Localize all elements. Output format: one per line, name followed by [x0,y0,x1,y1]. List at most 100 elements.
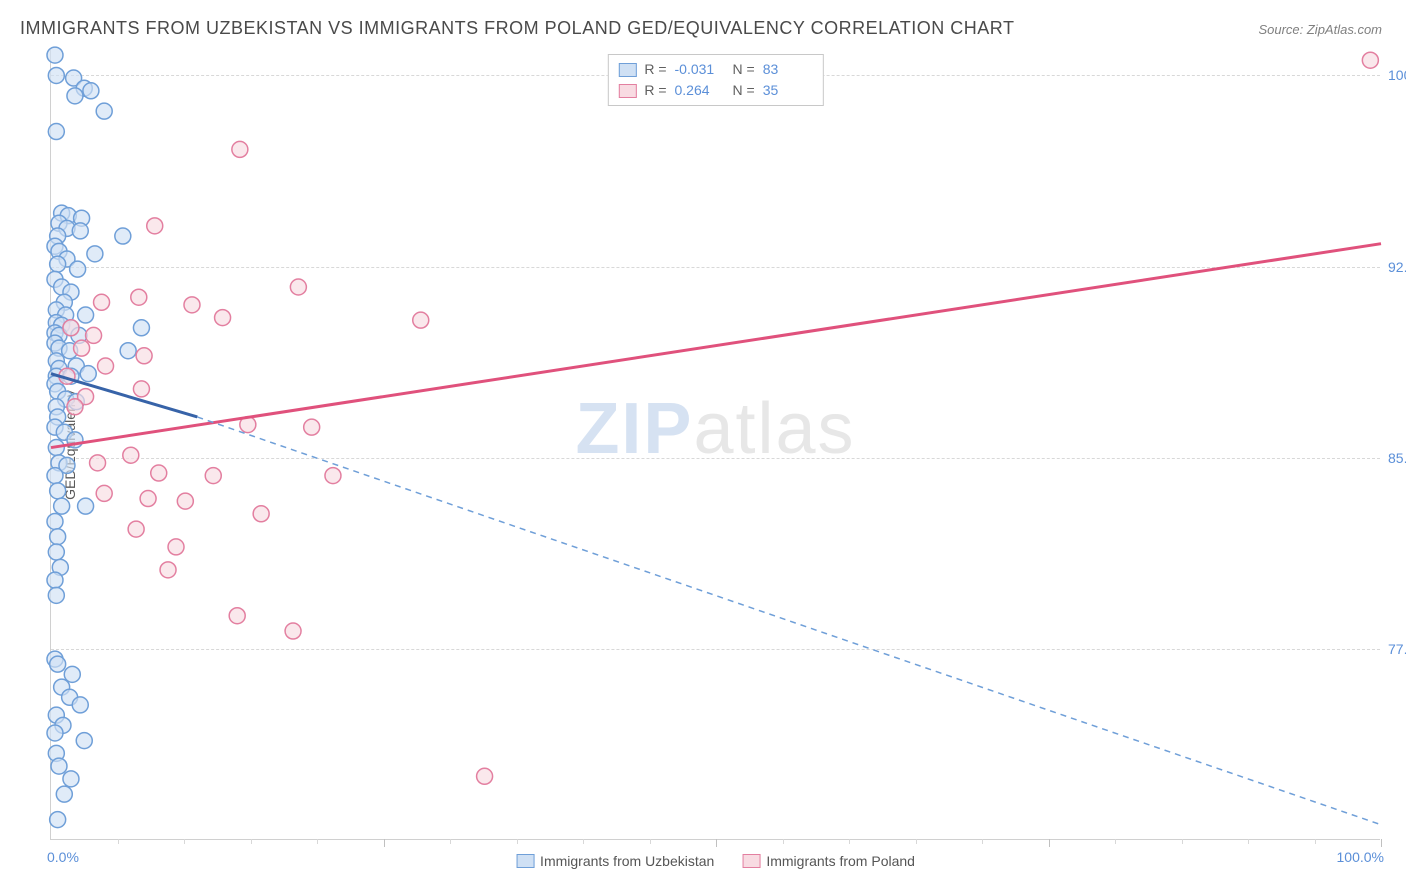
data-point [47,513,63,529]
r-value-series2: 0.264 [675,80,725,101]
legend-label-series2: Immigrants from Poland [766,853,915,869]
data-point [83,83,99,99]
trend-line [51,244,1381,448]
legend-item-series1: Immigrants from Uzbekistan [516,853,714,869]
data-point [325,468,341,484]
data-point [168,539,184,555]
x-tick-minor [517,839,518,844]
data-point [50,256,66,272]
x-tick-minor [1315,839,1316,844]
data-point [72,697,88,713]
scatter-svg [51,50,1380,839]
x-tick-minor [317,839,318,844]
data-point [285,623,301,639]
data-point [290,279,306,295]
data-point [151,465,167,481]
data-point [205,468,221,484]
data-point [128,521,144,537]
x-tick-minor [1248,839,1249,844]
swatch-series1 [618,63,636,77]
r-value-series1: -0.031 [675,59,725,80]
series-legend: Immigrants from Uzbekistan Immigrants fr… [516,853,915,869]
data-point [80,366,96,382]
data-point [78,498,94,514]
x-tick-major [384,839,385,847]
n-label: N = [733,80,755,101]
x-tick-minor [783,839,784,844]
data-point [115,228,131,244]
y-tick-label: 77.5% [1386,641,1406,657]
data-point [1362,52,1378,68]
x-tick-minor [1182,839,1183,844]
y-tick-label: 92.5% [1386,259,1406,275]
r-label: R = [644,80,666,101]
data-point [215,310,231,326]
data-point [123,447,139,463]
data-point [184,297,200,313]
data-point [87,246,103,262]
data-point [47,725,63,741]
data-point [74,340,90,356]
swatch-series1-icon [516,854,534,868]
data-point [47,47,63,63]
n-label: N = [733,59,755,80]
x-tick-minor [982,839,983,844]
data-point [232,141,248,157]
data-point [160,562,176,578]
swatch-series2 [618,84,636,98]
y-tick-label: 100.0% [1386,67,1406,83]
data-point [136,348,152,364]
data-point [48,67,64,83]
x-tick-major [1381,839,1382,847]
data-point [131,289,147,305]
data-point [120,343,136,359]
data-point [50,483,66,499]
data-point [147,218,163,234]
x-tick-minor [118,839,119,844]
data-point [48,124,64,140]
data-point [47,468,63,484]
data-point [96,103,112,119]
data-point [304,419,320,435]
data-point [78,307,94,323]
data-point [50,656,66,672]
legend-label-series1: Immigrants from Uzbekistan [540,853,714,869]
data-point [67,399,83,415]
data-point [96,485,112,501]
swatch-series2-icon [742,854,760,868]
data-point [50,529,66,545]
data-point [76,733,92,749]
x-tick-minor [450,839,451,844]
data-point [133,320,149,336]
data-point [48,544,64,560]
x-axis-start-label: 0.0% [47,849,79,865]
data-point [177,493,193,509]
data-point [140,491,156,507]
data-point [67,88,83,104]
data-point [70,261,86,277]
x-tick-minor [916,839,917,844]
data-point [48,587,64,603]
data-point [253,506,269,522]
x-tick-minor [583,839,584,844]
data-point [47,572,63,588]
legend-item-series2: Immigrants from Poland [742,853,915,869]
data-point [133,381,149,397]
chart-title: IMMIGRANTS FROM UZBEKISTAN VS IMMIGRANTS… [20,18,1014,39]
x-tick-major [716,839,717,847]
data-point [63,320,79,336]
correlation-legend: R = -0.031 N = 83 R = 0.264 N = 35 [607,54,823,106]
data-point [63,771,79,787]
data-point [72,223,88,239]
x-tick-minor [1115,839,1116,844]
source-attribution: Source: ZipAtlas.com [1258,22,1382,37]
legend-row-series1: R = -0.031 N = 83 [618,59,812,80]
r-label: R = [644,59,666,80]
data-point [413,312,429,328]
data-point [50,812,66,828]
plot-area: GED/Equivalency 77.5%85.0%92.5%100.0% ZI… [50,50,1380,840]
n-value-series2: 35 [763,80,813,101]
data-point [477,768,493,784]
x-axis-end-label: 100.0% [1337,849,1384,865]
data-point [56,786,72,802]
